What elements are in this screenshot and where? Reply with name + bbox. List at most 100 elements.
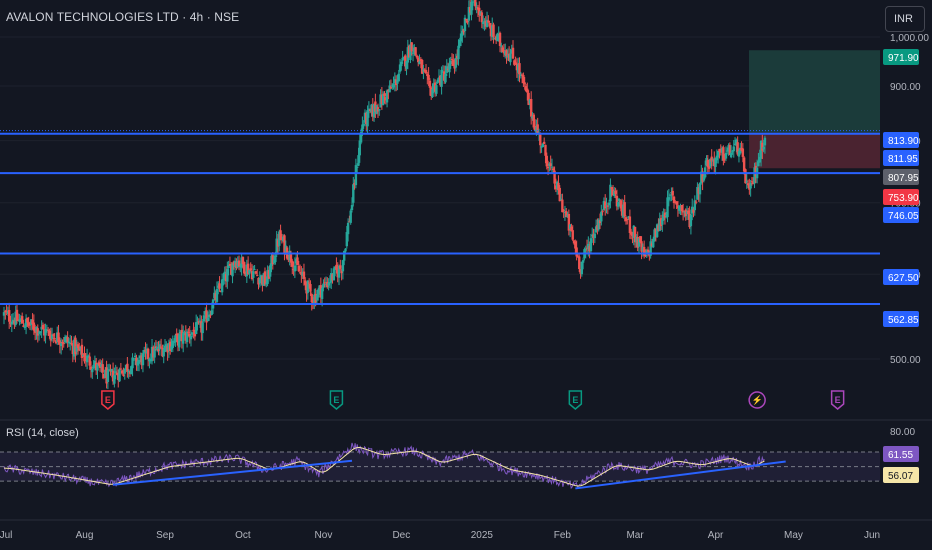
x-tick-label: Sep [156,530,174,541]
x-tick-label: Nov [315,530,333,541]
candle [388,85,391,93]
candle [227,265,230,268]
candle [224,274,228,282]
rsi-y-tick-label: 80.00 [890,427,915,438]
candle [735,139,738,146]
candle [411,52,415,54]
candle [639,236,642,243]
currency-button[interactable]: INR [885,6,925,32]
event-marker-label: E [572,395,578,405]
candle [332,268,336,281]
candle [123,368,126,374]
candle [698,182,702,195]
event-markers[interactable]: E E E ⚡ E [101,390,845,410]
candle [141,353,145,366]
candle [659,218,663,227]
candle [357,155,360,166]
candle [700,171,703,184]
candle [128,372,132,374]
candle [84,359,88,361]
candle [252,271,255,278]
candle [518,63,521,75]
candle [709,158,712,167]
candle [392,84,395,88]
candle [561,199,564,213]
candle [475,6,478,8]
earnings-icon: E [329,390,344,410]
candle [498,32,502,46]
candle [191,332,194,335]
candle [353,183,356,186]
x-tick-label: 2025 [471,530,494,541]
candle [333,266,337,270]
earnings-icon: E [830,390,845,410]
candle [453,64,456,69]
candle [604,201,607,209]
candle [262,273,265,286]
candle [281,236,285,242]
candle [122,374,125,376]
candle [92,364,95,369]
price-label: 807.95 [888,173,919,184]
candle [758,156,761,163]
candle [69,342,72,344]
candle [479,11,482,16]
candle [145,348,149,354]
candle [49,335,52,341]
candle [687,210,690,215]
candle [13,320,16,325]
candle [384,97,387,101]
candle [713,159,716,167]
candle [4,311,7,313]
candle [494,36,498,41]
candle [628,216,632,233]
candle [66,336,69,343]
price-axis[interactable]: 1,000.00900.00800.00700.00600.00500.0097… [883,33,929,366]
candle [75,346,78,352]
candle [171,340,175,348]
candle [2,312,6,316]
candle [471,1,474,3]
candle [376,107,380,112]
candle [724,152,728,159]
candle [339,265,342,269]
time-axis[interactable]: Jul Aug Sep Oct Nov Dec 2025 Feb Mar Apr May Jun [0,519,932,541]
candle [746,183,750,186]
candle [374,101,377,112]
candle [226,269,229,282]
candle [340,270,343,274]
candle [161,347,164,357]
candle [470,1,473,15]
candle [250,271,254,280]
price-label: 562.85 [888,315,919,326]
candle [400,61,403,67]
position-tool[interactable] [749,50,880,169]
candle [422,69,425,72]
candle [379,94,382,108]
candle [435,85,438,94]
candle [300,271,303,275]
candle [575,247,578,257]
event-marker-label: ⚡ [752,394,763,406]
candle [684,209,687,217]
candle [233,260,237,268]
horizontal-levels[interactable] [0,130,880,305]
candle [254,271,258,274]
candle [50,334,54,339]
candle [420,59,424,74]
candle [292,269,295,271]
candle [502,50,506,54]
candle [522,75,525,84]
candle [201,322,204,334]
candle [10,321,13,325]
candle [22,325,25,327]
candle [239,265,242,268]
candle [11,319,15,322]
price-label-box [883,169,919,185]
candle [606,205,610,207]
candle [757,161,760,167]
candle [196,321,199,324]
candle [484,20,487,27]
price-label-box [883,269,919,285]
